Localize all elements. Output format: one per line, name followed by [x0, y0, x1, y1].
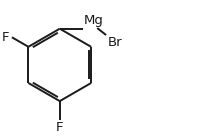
- Text: Br: Br: [107, 36, 122, 49]
- Text: Mg: Mg: [84, 14, 104, 27]
- Text: F: F: [56, 121, 63, 134]
- Text: F: F: [2, 31, 9, 44]
